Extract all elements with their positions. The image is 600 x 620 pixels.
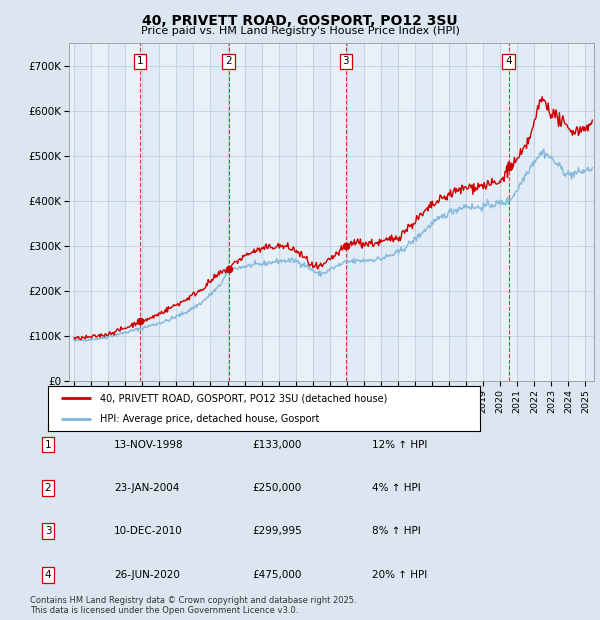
Bar — [347, 43, 364, 381]
Text: 1: 1 — [137, 56, 143, 66]
Text: £133,000: £133,000 — [252, 440, 301, 450]
Text: 2: 2 — [44, 483, 52, 493]
Bar — [278, 43, 296, 381]
Bar — [415, 43, 432, 381]
Text: 13-NOV-1998: 13-NOV-1998 — [114, 440, 184, 450]
Text: Price paid vs. HM Land Registry's House Price Index (HPI): Price paid vs. HM Land Registry's House … — [140, 26, 460, 36]
Text: 23-JAN-2004: 23-JAN-2004 — [114, 483, 179, 493]
Bar — [551, 43, 568, 381]
Text: 3: 3 — [44, 526, 52, 536]
Bar — [142, 43, 160, 381]
Text: 4% ↑ HPI: 4% ↑ HPI — [372, 483, 421, 493]
Bar — [449, 43, 466, 381]
Bar — [74, 43, 91, 381]
Text: 40, PRIVETT ROAD, GOSPORT, PO12 3SU: 40, PRIVETT ROAD, GOSPORT, PO12 3SU — [142, 14, 458, 28]
Bar — [483, 43, 500, 381]
Text: 26-JUN-2020: 26-JUN-2020 — [114, 570, 180, 580]
Text: 40, PRIVETT ROAD, GOSPORT, PO12 3SU (detached house): 40, PRIVETT ROAD, GOSPORT, PO12 3SU (det… — [100, 393, 387, 404]
Text: 12% ↑ HPI: 12% ↑ HPI — [372, 440, 427, 450]
Bar — [313, 43, 330, 381]
Text: £299,995: £299,995 — [252, 526, 302, 536]
Bar — [108, 43, 125, 381]
Text: 1: 1 — [44, 440, 52, 450]
Text: £250,000: £250,000 — [252, 483, 301, 493]
Bar — [586, 43, 600, 381]
Text: 3: 3 — [343, 56, 349, 66]
Text: £475,000: £475,000 — [252, 570, 301, 580]
Bar — [211, 43, 227, 381]
Bar — [517, 43, 535, 381]
Text: HPI: Average price, detached house, Gosport: HPI: Average price, detached house, Gosp… — [100, 414, 319, 424]
Text: 4: 4 — [505, 56, 512, 66]
Bar — [176, 43, 193, 381]
Text: 8% ↑ HPI: 8% ↑ HPI — [372, 526, 421, 536]
Bar — [381, 43, 398, 381]
Text: 2: 2 — [226, 56, 232, 66]
Text: 4: 4 — [44, 570, 52, 580]
Text: Contains HM Land Registry data © Crown copyright and database right 2025.
This d: Contains HM Land Registry data © Crown c… — [30, 596, 356, 615]
Bar — [245, 43, 262, 381]
Text: 10-DEC-2010: 10-DEC-2010 — [114, 526, 183, 536]
Text: 20% ↑ HPI: 20% ↑ HPI — [372, 570, 427, 580]
